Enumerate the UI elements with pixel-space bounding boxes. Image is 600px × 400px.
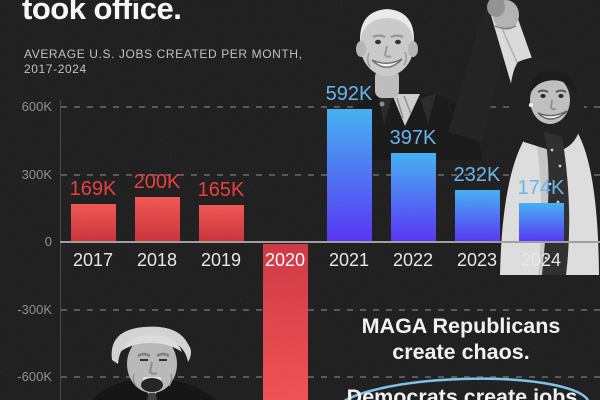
bar-value-label: 165K <box>197 179 245 201</box>
bar-2022 <box>390 153 436 242</box>
democrats-annotation: Democrats create jobs <box>346 385 578 400</box>
y-axis-tick: 0 <box>44 234 52 249</box>
y-axis-tick: 300K <box>21 167 52 182</box>
bar-value-label: 592K <box>325 83 373 105</box>
trump-photo <box>92 326 216 400</box>
y-axis-tick: 600K <box>21 99 52 114</box>
bar-2023 <box>454 190 500 242</box>
bar-2019 <box>198 205 244 242</box>
gridline <box>61 309 600 311</box>
chart-subtitle-line2: 2017-2024 <box>24 62 87 76</box>
x-axis-zero-line <box>60 241 600 243</box>
bar-value-label: 397K <box>389 127 437 149</box>
y-axis-tick: -600K <box>17 369 52 384</box>
bar-2017 <box>70 204 116 242</box>
bar-2021 <box>326 109 372 242</box>
maga-annotation-line2: create chaos. <box>392 340 530 364</box>
maga-annotation-line1: MAGA Republicans <box>361 314 561 338</box>
x-axis-label-2024: 2024 <box>520 250 562 270</box>
bar-2024 <box>518 203 564 242</box>
page-title: took office. <box>22 0 182 26</box>
bar-2018 <box>134 197 180 242</box>
chart-subtitle-line1: AVERAGE U.S. JOBS CREATED PER MONTH, <box>24 47 303 61</box>
chart-subtitle: AVERAGE U.S. JOBS CREATED PER MONTH, 201… <box>24 47 303 77</box>
maga-annotation: MAGA Republicans create chaos. <box>331 313 591 365</box>
bar-value-label: 174K <box>517 177 565 199</box>
y-axis-tick: -300K <box>17 302 52 317</box>
